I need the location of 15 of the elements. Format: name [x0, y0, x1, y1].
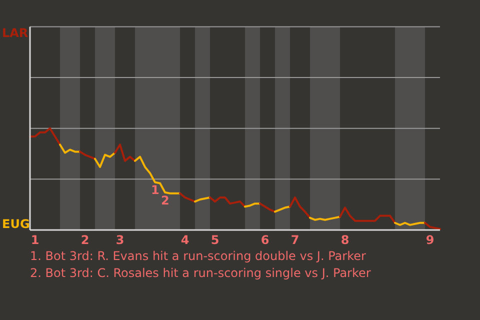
x-tick-label: 9	[426, 233, 434, 247]
annotation: 2	[161, 193, 170, 208]
x-tick-label: 4	[180, 233, 190, 247]
annotation: 1	[151, 183, 160, 198]
x-tick-label: 8	[340, 233, 350, 247]
x-tick-label: 2	[80, 233, 90, 247]
x-tick-label: 1	[30, 233, 40, 247]
text: 2. Bot 3rd: C. Rosales hit a run-scoring single vs J. Parker	[30, 266, 371, 280]
x-tick-label: 6	[260, 233, 270, 247]
x-tick-label: 5	[210, 233, 220, 247]
text: EUG	[2, 217, 30, 232]
text: 1. Bot 3rd: R. Evans hit a run-scoring double vs J. Parker	[30, 249, 366, 263]
x-tick-label: 7	[290, 233, 300, 247]
text: LAR	[2, 26, 28, 40]
x-tick-label: 3	[116, 233, 124, 247]
